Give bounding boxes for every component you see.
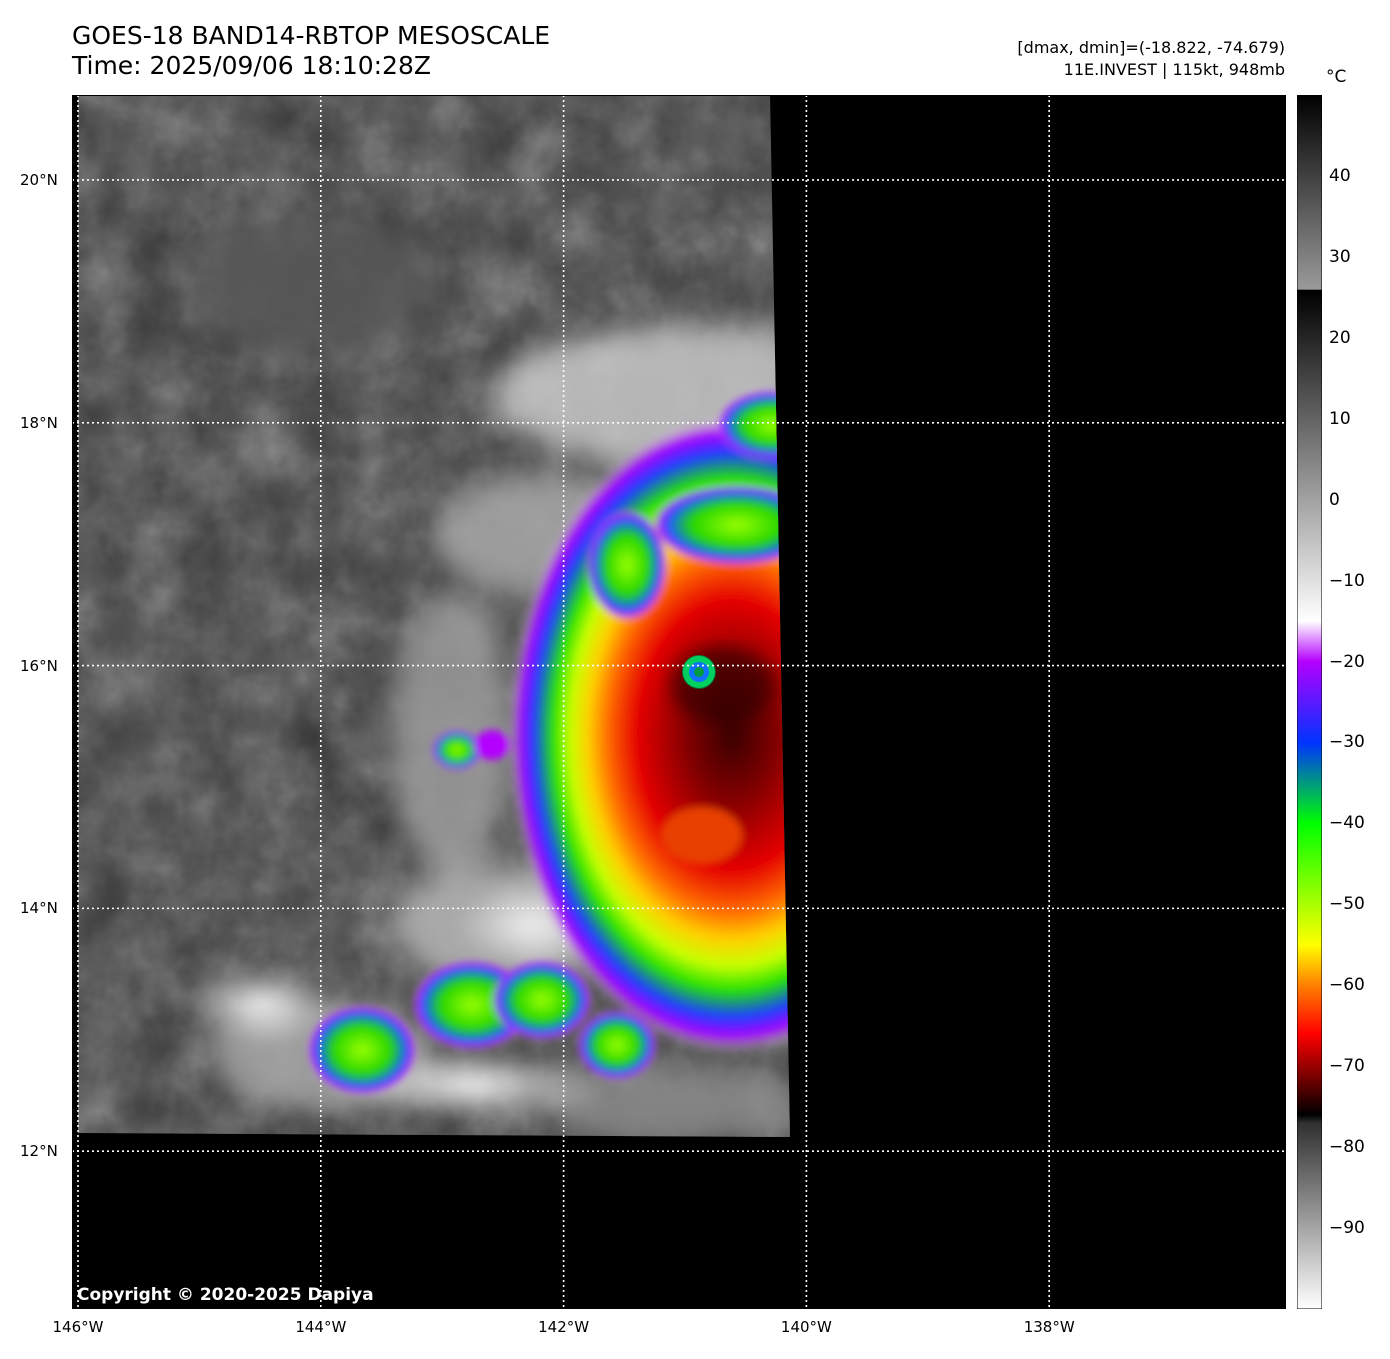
colorbar-tick-label: −70 — [1329, 1056, 1365, 1077]
chart-timestamp: Time: 2025/09/06 18:10:28Z — [72, 51, 431, 80]
colorbar — [1297, 95, 1322, 1309]
colorbar-tick-label: 30 — [1329, 246, 1351, 267]
satellite-map: Copyright © 2020-2025 Dapiya — [72, 95, 1286, 1309]
colorbar-tick-label: 20 — [1329, 327, 1351, 348]
colorbar-tick-label: −20 — [1329, 651, 1365, 672]
lon-tick-label: 144°W — [295, 1318, 347, 1336]
colorbar-tick-label: −80 — [1329, 1137, 1365, 1158]
gridlines — [72, 95, 1286, 1309]
lat-tick-label: 18°N — [20, 413, 58, 432]
lon-tick-label: 142°W — [538, 1318, 590, 1336]
lat-tick-label: 12°N — [20, 1142, 58, 1161]
colorbar-unit: °C — [1326, 67, 1347, 87]
lat-tick-label: 14°N — [20, 899, 58, 918]
storm-info-label: 11E.INVEST | 115kt, 948mb — [1063, 60, 1285, 79]
colorbar-tick-label: −60 — [1329, 975, 1365, 996]
colorbar-tick-label: −40 — [1329, 813, 1365, 834]
colorbar-tick-label: −30 — [1329, 732, 1365, 753]
chart-title: GOES-18 BAND14-RBTOP MESOSCALE — [72, 21, 551, 50]
colorbar-tick-label: −50 — [1329, 894, 1365, 915]
colorbar-tick-label: 10 — [1329, 408, 1351, 429]
lon-tick-label: 140°W — [780, 1318, 832, 1336]
colorbar-tick-label: −10 — [1329, 570, 1365, 591]
data-range-label: [dmax, dmin]=(-18.822, -74.679) — [1017, 38, 1285, 57]
colorbar-tick-label: 40 — [1329, 165, 1351, 186]
lat-tick-label: 16°N — [20, 656, 58, 675]
lat-tick-label: 20°N — [20, 170, 58, 189]
copyright-text: Copyright © 2020-2025 Dapiya — [77, 1285, 374, 1305]
lon-tick-label: 138°W — [1023, 1318, 1075, 1336]
colorbar-tick-label: 0 — [1329, 489, 1340, 510]
lon-tick-label: 146°W — [52, 1318, 104, 1336]
colorbar-tick-label: −90 — [1329, 1218, 1365, 1239]
